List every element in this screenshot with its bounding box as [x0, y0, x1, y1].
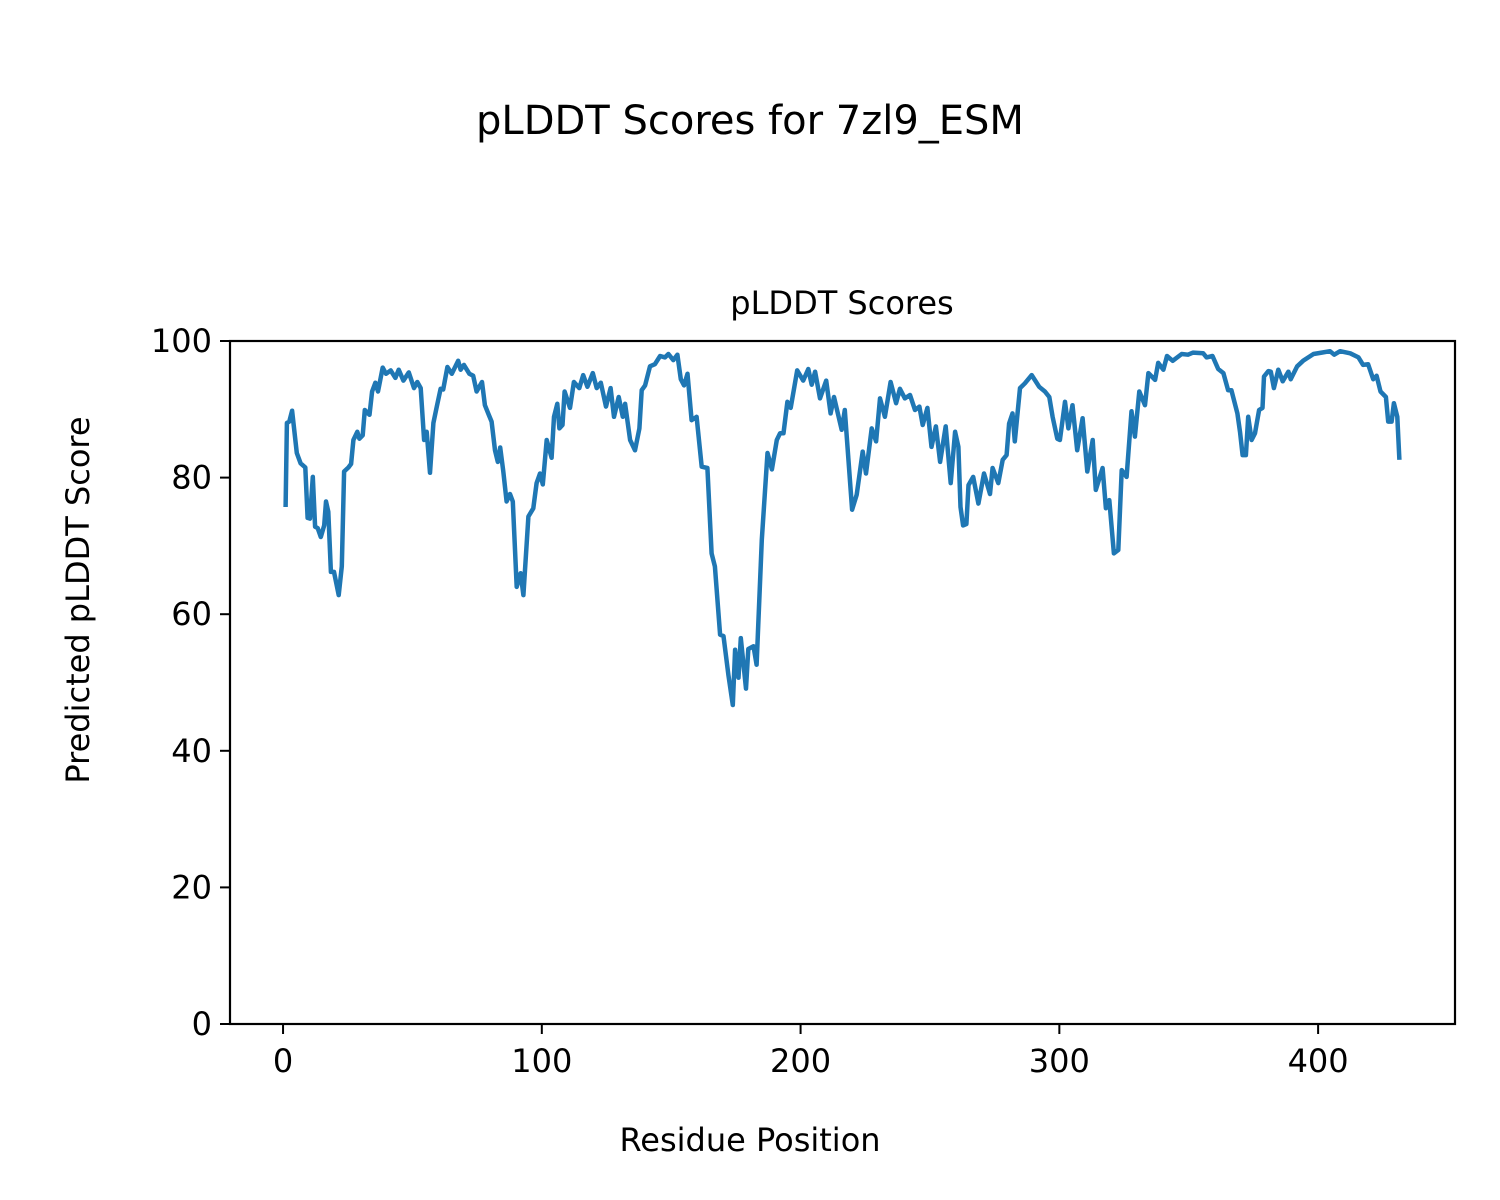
x-axis: 0 100 200 300 400: [273, 1024, 1349, 1080]
x-tick-label: 0: [273, 1042, 293, 1080]
y-axis: 0 20 40 60 80 100: [151, 322, 230, 1043]
x-axis-label: Residue Position: [619, 1121, 880, 1159]
axes-frame: [228, 339, 1457, 1026]
x-tick-label: 100: [511, 1042, 572, 1080]
plot-area: [283, 348, 1402, 708]
axes-title: pLDDT Scores: [730, 284, 953, 322]
y-tick-label: 20: [171, 868, 212, 906]
y-tick-label: 40: [171, 732, 212, 770]
y-tick-label: 60: [171, 595, 212, 633]
y-tick-label: 100: [151, 322, 212, 360]
y-axis-label: Predicted pLDDT Score: [59, 416, 97, 783]
y-tick-label: 0: [192, 1005, 212, 1043]
figure-suptitle: pLDDT Scores for 7zl9_ESM: [476, 98, 1024, 144]
x-tick-label: 300: [1029, 1042, 1090, 1080]
y-tick-label: 80: [171, 459, 212, 497]
series-line-plddt: [283, 348, 1402, 708]
x-tick-label: 200: [770, 1042, 831, 1080]
x-tick-label: 400: [1288, 1042, 1349, 1080]
